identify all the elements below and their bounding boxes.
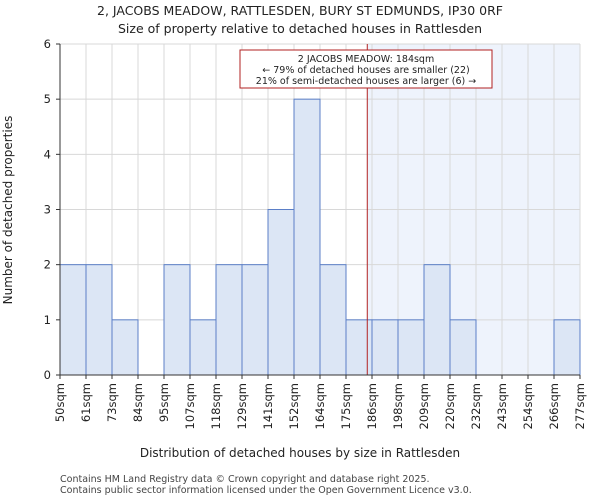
- x-tick-label: 198sqm: [391, 383, 405, 429]
- x-tick-label: 186sqm: [365, 383, 379, 429]
- bar-220sqm: [449, 319, 477, 376]
- annotation-frame: [239, 49, 493, 89]
- x-tick-label: 266sqm: [547, 383, 561, 429]
- x-tick-label: 129sqm: [235, 383, 249, 429]
- bar-95sqm: [163, 264, 191, 376]
- x-tick-label: 73sqm: [105, 383, 119, 422]
- y-tick-label: 2: [44, 258, 51, 272]
- y-tick-label: 0: [44, 368, 51, 382]
- x-tick-label: 175sqm: [339, 383, 353, 429]
- x-tick-label: 61sqm: [79, 383, 93, 422]
- y-tick-label: 1: [44, 313, 51, 327]
- bar-152sqm: [293, 98, 321, 376]
- x-tick-label: 152sqm: [287, 383, 301, 429]
- bar-209sqm: [423, 264, 451, 376]
- annotation-line-1: 2 JACOBS MEADOW: 184sqm: [298, 54, 434, 65]
- annotation-box: 2 JACOBS MEADOW: 184sqm ← 79% of detache…: [239, 49, 493, 89]
- bars: [59, 98, 581, 376]
- x-tick-label: 50sqm: [53, 383, 67, 422]
- bar-61sqm: [85, 264, 113, 376]
- x-tick-label: 277sqm: [573, 383, 587, 429]
- x-tick-label: 107sqm: [183, 383, 197, 429]
- x-tick-label: 254sqm: [521, 383, 535, 429]
- bar-266sqm: [553, 319, 581, 376]
- bar-164sqm: [319, 264, 347, 376]
- x-tick-label: 141sqm: [261, 383, 275, 429]
- x-tick-label: 118sqm: [209, 383, 223, 429]
- footer-line-2: Contains public sector information licen…: [60, 485, 472, 496]
- x-tick-label: 220sqm: [443, 383, 457, 429]
- bar-198sqm: [397, 319, 425, 376]
- x-tick-label: 232sqm: [469, 383, 483, 429]
- bar-129sqm: [241, 264, 269, 376]
- y-tick-labels: 0 1 2 3 4 5 6: [44, 37, 60, 382]
- y-tick-label: 3: [44, 203, 51, 217]
- y-tick-label: 6: [44, 37, 51, 51]
- y-tick-label: 5: [44, 92, 51, 106]
- x-tick-label: 95sqm: [157, 383, 171, 422]
- bar-118sqm: [215, 264, 243, 376]
- bar-50sqm: [59, 264, 87, 376]
- annotation-line-2: ← 79% of detached houses are smaller (22…: [262, 65, 469, 76]
- x-tick-label: 209sqm: [417, 383, 431, 429]
- x-tick-labels: 50sqm 61sqm 73sqm 84sqm 95sqm 107sqm 118sqm 129…: [53, 375, 587, 429]
- bar-73sqm: [111, 319, 139, 376]
- x-axis-label: Distribution of detached houses by size …: [140, 446, 460, 460]
- bar-186sqm: [371, 319, 399, 376]
- annotation-line-3: 21% of semi-detached houses are larger (…: [256, 76, 476, 87]
- x-tick-label: 164sqm: [313, 383, 327, 429]
- x-tick-label: 243sqm: [495, 383, 509, 429]
- x-tick-label: 84sqm: [131, 383, 145, 422]
- footer-line-1: Contains HM Land Registry data © Crown c…: [60, 474, 430, 485]
- y-axis-label: Number of detached properties: [1, 116, 15, 305]
- bar-107sqm: [189, 319, 217, 376]
- y-tick-label: 4: [44, 147, 51, 161]
- bar-141sqm: [267, 209, 295, 376]
- chart-title: 2, JACOBS MEADOW, RATTLESDEN, BURY ST ED…: [97, 3, 503, 18]
- bar-175sqm: [345, 319, 373, 376]
- chart-subtitle: Size of property relative to detached ho…: [118, 21, 482, 36]
